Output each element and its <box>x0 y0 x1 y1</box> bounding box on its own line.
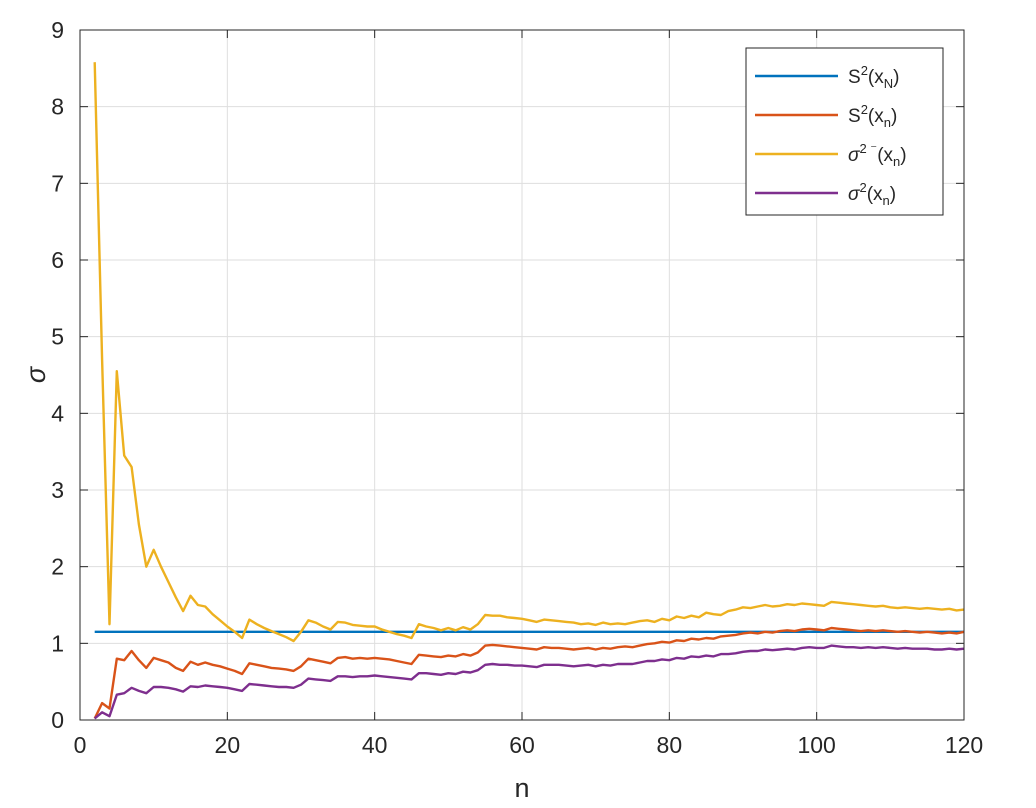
legend-label-2: S2(xn) <box>848 102 897 130</box>
y-tick-label: 8 <box>51 94 64 120</box>
y-tick-label: 0 <box>51 707 64 733</box>
y-tick-label: 6 <box>51 247 64 273</box>
legend-box <box>745 47 944 216</box>
y-tick-label: 9 <box>51 17 64 43</box>
y-tick-label: 4 <box>51 400 64 426</box>
legend-label-4: σ2(xn) <box>848 180 896 208</box>
series-line-2 <box>93 626 965 720</box>
x-tick-label: 60 <box>509 732 535 758</box>
ticks <box>79 29 965 721</box>
x-tick-label: 20 <box>215 732 241 758</box>
series-line-4 <box>93 644 965 720</box>
y-axis-label: σ <box>21 365 51 383</box>
x-tick-label: 100 <box>797 732 835 758</box>
legend-label-3: σ2 ⁻(xn) <box>848 141 907 169</box>
x-axis-label: n <box>514 773 529 803</box>
x-tick-label: 80 <box>657 732 683 758</box>
y-tick-label: 5 <box>51 324 64 350</box>
x-tick-label: 0 <box>74 732 87 758</box>
y-tick-label: 7 <box>51 170 64 196</box>
grid <box>80 30 964 720</box>
y-tick-label: 3 <box>51 477 64 503</box>
series-lines <box>93 62 965 720</box>
series-line-3 <box>93 62 965 643</box>
legend: S2(xN) S2(xn) σ2 ⁻(xn) σ2(xn) <box>745 47 944 216</box>
x-tick-label: 120 <box>945 732 983 758</box>
y-tick-label: 1 <box>51 630 64 656</box>
y-tick-label: 2 <box>51 554 64 580</box>
x-tick-label: 40 <box>362 732 388 758</box>
legend-label-1: S2(xN) <box>848 63 899 91</box>
tick-labels: 0 20 40 60 80 100 120 0 1 2 3 4 5 6 7 8 9 <box>51 17 983 758</box>
